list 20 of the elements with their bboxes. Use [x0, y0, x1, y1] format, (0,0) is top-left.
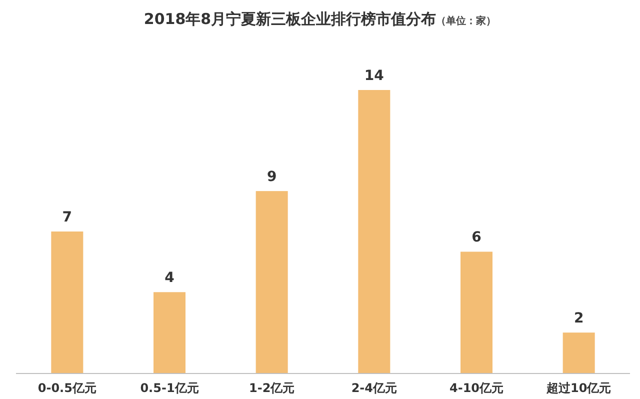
- bar: [51, 232, 84, 373]
- chart-title: 2018年8月宁夏新三板企业排行榜市值分布: [144, 10, 436, 28]
- x-tick-label: 超过10亿元: [545, 381, 612, 395]
- x-tick-label: 0.5-1亿元: [140, 381, 199, 395]
- data-label: 4: [164, 270, 175, 286]
- x-tick-label: 0-0.5亿元: [38, 381, 96, 395]
- data-label: 6: [472, 230, 482, 246]
- bar: [460, 252, 492, 373]
- data-label: 14: [364, 68, 384, 84]
- bar: [256, 191, 288, 373]
- data-label: 7: [62, 210, 72, 226]
- x-tick-label: 4-10亿元: [449, 381, 504, 395]
- x-tick-label: 2-4亿元: [351, 381, 398, 395]
- chart-subtitle: （单位：家）: [436, 15, 496, 27]
- bar: [562, 332, 595, 373]
- data-label: 2: [574, 310, 584, 327]
- bar: [358, 90, 390, 373]
- bar: [154, 292, 186, 373]
- data-label: 9: [266, 169, 277, 186]
- x-tick-label: 1-2亿元: [248, 381, 295, 395]
